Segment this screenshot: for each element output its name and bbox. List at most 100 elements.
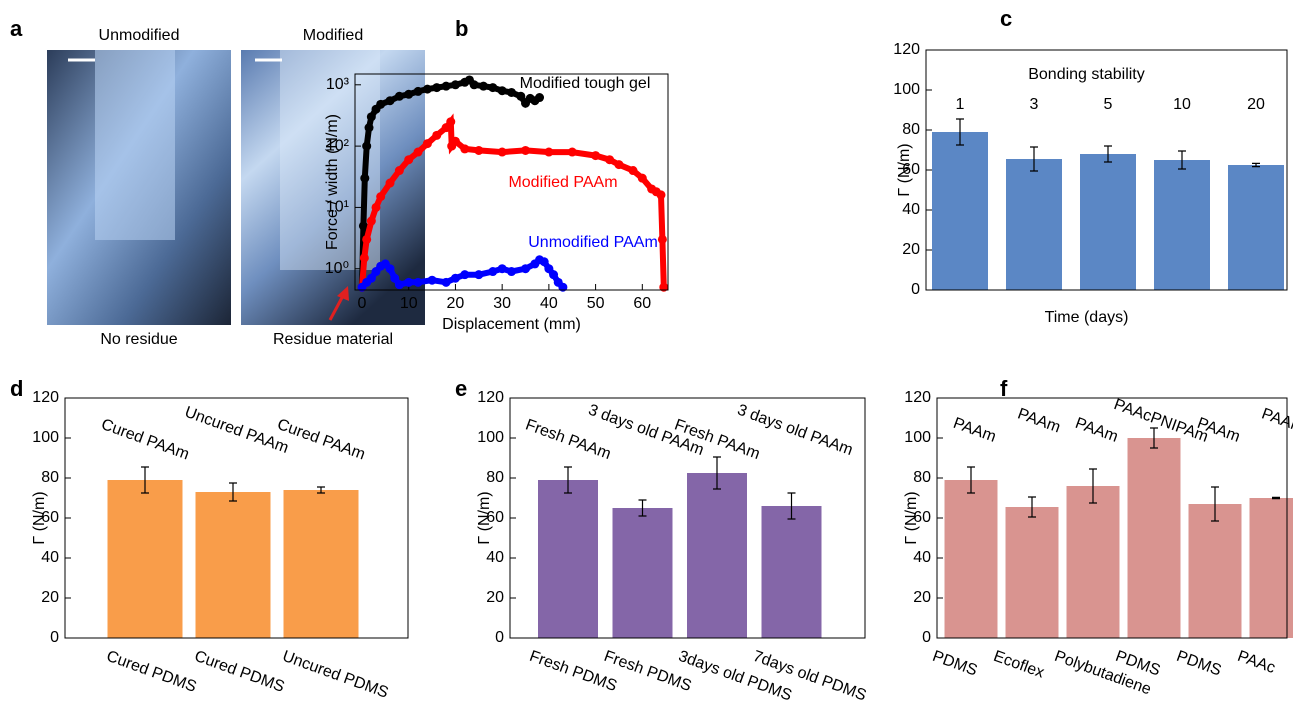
bar-top-label: 10 [1173,96,1191,113]
point [549,270,558,279]
error-bar [1272,497,1280,498]
y-tick-label: 10³ [326,76,350,93]
bar [1080,154,1136,290]
point [432,83,441,92]
photo-title: Modified [303,27,363,44]
bar [1128,438,1181,638]
point [451,137,460,146]
bar [1006,507,1059,638]
y-tick-label: 80 [486,469,504,486]
point [451,274,460,283]
point [451,80,460,89]
series-label: Modified PAAm [508,174,617,191]
bar-top-label: 1 [956,96,965,113]
x-tick-label: PAAc [1235,648,1277,677]
x-tick-label: Ecoflex [991,648,1046,682]
point [614,160,623,169]
y-tick-label: 120 [477,389,504,406]
point [535,93,544,102]
point [376,192,385,201]
bar-top-label: Fresh PAAm [523,416,613,463]
photo-title: Unmodified [99,27,180,44]
point [474,146,483,155]
point [428,276,437,285]
point [479,82,488,91]
x-tick-label: Uncured PDMS [280,648,390,702]
panel-label: e [455,376,467,401]
bar-top-label: PAAm [1259,405,1293,436]
point [498,148,507,157]
panel-label: a [10,16,23,41]
point [414,148,423,157]
point [488,267,497,276]
y-tick-label: 20 [913,589,931,606]
point [404,90,413,99]
bar [108,480,183,638]
point [656,190,665,199]
y-tick-label: 80 [913,469,931,486]
bar [613,508,673,638]
point [395,166,404,175]
point [414,87,423,96]
y-tick-label: 20 [486,589,504,606]
bar [1250,498,1293,638]
y-tick-label: 100 [904,429,931,446]
y-tick-label: 100 [893,81,920,98]
y-tick-label: 100 [32,429,59,446]
point [521,146,530,155]
panel-label: d [10,376,23,401]
x-tick-label: 20 [447,295,465,312]
point [488,83,497,92]
point [376,100,385,109]
series-label: Unmodified PAAm [528,234,658,251]
point [372,203,381,212]
point [446,117,455,126]
photo-caption: Residue material [273,331,393,348]
bar [1067,486,1120,638]
y-tick-label: 0 [50,629,59,646]
y-tick-label: 40 [41,549,59,566]
bar [1154,160,1210,290]
point [386,179,395,188]
bar [538,480,598,638]
series-label: Modified tough gel [520,75,651,92]
bar [687,473,747,638]
point [658,235,667,244]
point [460,270,469,279]
point [521,264,530,273]
panel-label: c [1000,6,1012,31]
point [404,278,413,287]
y-tick-label: 40 [902,201,920,218]
x-tick-label: 50 [587,295,605,312]
point [395,92,404,101]
point [474,270,483,279]
point [423,139,432,148]
point [386,264,395,273]
y-tick-label: 0 [495,629,504,646]
point [507,88,516,97]
bar-top-label: PAAm [951,415,998,446]
subtitle: Bonding stability [1028,66,1145,83]
point [507,267,516,276]
point [591,151,600,160]
bar-top-label: PAAm [1073,415,1120,446]
point [367,112,376,121]
y-axis-label: Γ (N/m) [476,491,493,544]
bar-top-label: 20 [1247,96,1265,113]
bar [945,480,998,638]
y-tick-label: 20 [41,589,59,606]
y-tick-label: 100 [477,429,504,446]
bar [1189,504,1242,638]
point [568,148,577,157]
y-tick-label: 80 [902,121,920,138]
y-axis-label: Force / width (N/m) [324,114,341,250]
point [442,278,451,287]
point [423,85,432,94]
point [605,155,614,164]
x-tick-label: Cured PDMS [192,648,286,696]
point [470,80,479,89]
y-axis-label: Γ (N/m) [903,491,920,544]
point [362,142,371,151]
